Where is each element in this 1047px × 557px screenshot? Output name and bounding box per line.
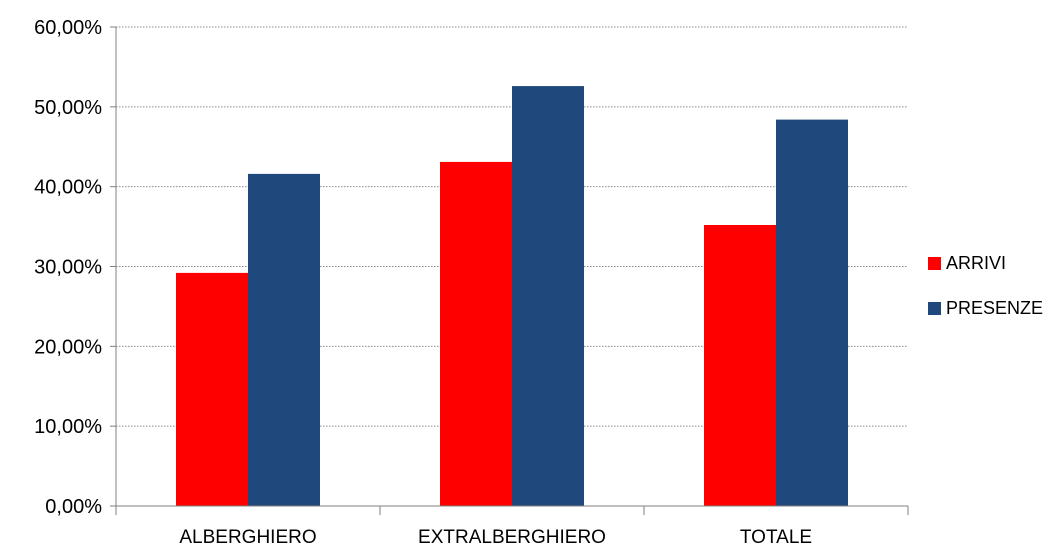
bar-presenze-totale: [776, 119, 848, 507]
y-tick-label: 10,00%: [34, 416, 102, 438]
x-axis-ticks: ALBERGHIERO EXTRALBERGHIERO TOTALE: [179, 527, 812, 548]
x-tick-label: ALBERGHIERO: [179, 527, 316, 548]
bars: [176, 86, 848, 507]
y-axis-ticks: 0,00% 10,00% 20,00% 30,00% 40,00% 50,00% 60,00…: [34, 17, 102, 518]
y-tick-label: 20,00%: [34, 336, 102, 358]
y-tick-label: 60,00%: [34, 17, 102, 39]
legend-swatch-presenze: [928, 302, 941, 315]
y-tick-label: 50,00%: [34, 97, 102, 119]
legend-label-presenze: PRESENZE: [946, 298, 1043, 318]
legend: ARRIVI PRESENZE: [928, 253, 1043, 318]
bar-arrivi-totale: [704, 224, 776, 506]
x-tick-label: EXTRALBERGHIERO: [418, 527, 606, 548]
bar-arrivi-alberghiero: [176, 272, 248, 506]
legend-swatch-arrivi: [928, 257, 941, 270]
y-tick-label: 0,00%: [45, 496, 102, 518]
y-tick-label: 30,00%: [34, 257, 102, 279]
bar-presenze-alberghiero: [248, 173, 320, 507]
bar-presenze-extralberghiero: [512, 86, 584, 507]
x-tick-label: TOTALE: [740, 527, 812, 548]
legend-label-arrivi: ARRIVI: [946, 253, 1006, 273]
y-tick-label: 40,00%: [34, 177, 102, 199]
bar-arrivi-extralberghiero: [440, 161, 512, 506]
axes: [110, 26, 909, 515]
